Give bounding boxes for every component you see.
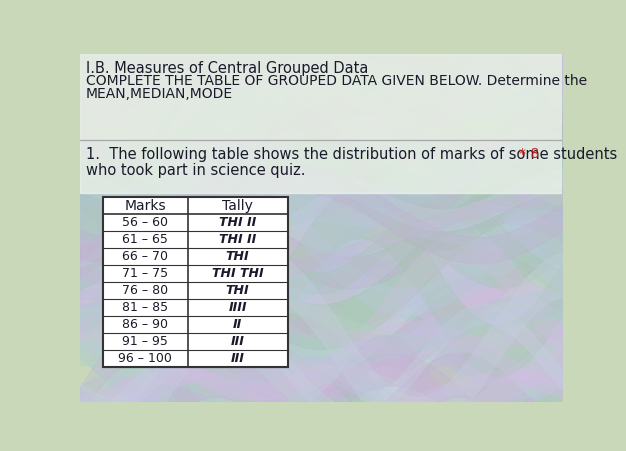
- Text: THI: THI: [226, 250, 250, 263]
- Text: Tally: Tally: [222, 199, 253, 213]
- Text: THI THI: THI THI: [212, 267, 264, 280]
- Text: COMPLETE THE TABLE OF GROUPED DATA GIVEN BELOW. Determine the: COMPLETE THE TABLE OF GROUPED DATA GIVEN…: [86, 74, 587, 88]
- Text: 61 – 65: 61 – 65: [122, 233, 168, 246]
- Bar: [103, 198, 288, 367]
- Bar: [80, 54, 562, 140]
- Text: Marks: Marks: [125, 199, 166, 213]
- Text: III: III: [231, 352, 245, 365]
- Text: 71 – 75: 71 – 75: [122, 267, 168, 280]
- Text: 56 – 60: 56 – 60: [122, 216, 168, 229]
- Text: * 8: * 8: [519, 147, 539, 161]
- Bar: [80, 140, 562, 193]
- Text: 66 – 70: 66 – 70: [122, 250, 168, 263]
- Text: 96 – 100: 96 – 100: [118, 352, 172, 365]
- Text: I.B. Measures of Central Grouped Data: I.B. Measures of Central Grouped Data: [86, 61, 368, 76]
- Text: MEAN,MEDIAN,MODE: MEAN,MEDIAN,MODE: [86, 87, 233, 101]
- Text: 81 – 85: 81 – 85: [122, 301, 168, 314]
- Text: who took part in science quiz.: who took part in science quiz.: [86, 163, 305, 178]
- Text: IIII: IIII: [228, 301, 247, 314]
- Text: 91 – 95: 91 – 95: [122, 335, 168, 348]
- Text: THI II: THI II: [219, 216, 256, 229]
- Text: THI II: THI II: [219, 233, 256, 246]
- Text: 1.  The following table shows the distribution of marks of some students: 1. The following table shows the distrib…: [86, 147, 617, 162]
- Text: 86 – 90: 86 – 90: [122, 318, 168, 331]
- Text: III: III: [231, 335, 245, 348]
- Text: II: II: [233, 318, 242, 331]
- Text: THI: THI: [226, 284, 250, 297]
- Text: 76 – 80: 76 – 80: [122, 284, 168, 297]
